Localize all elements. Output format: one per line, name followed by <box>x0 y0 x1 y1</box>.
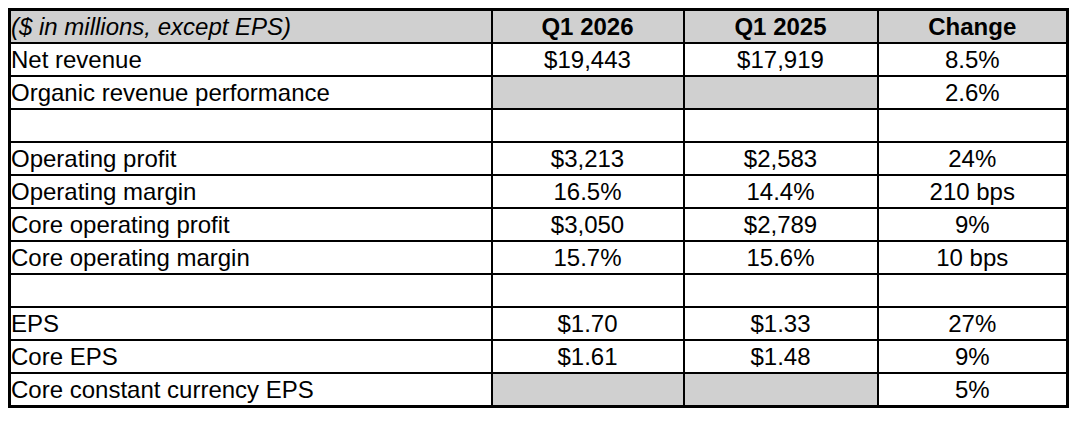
row-label-cell: Operating profit <box>10 142 492 175</box>
row-label-cell <box>10 274 492 307</box>
table-row: Net revenue$19,443$17,9198.5% <box>10 43 1068 76</box>
value-cell-q1-2026 <box>492 274 684 307</box>
value-cell-q1-2025: $2,789 <box>684 208 878 241</box>
header-col-q1-2026: Q1 2026 <box>492 10 684 44</box>
value-cell-change <box>878 274 1068 307</box>
table-row: Core constant currency EPS 5% <box>10 373 1068 407</box>
value-cell-change: 5% <box>878 373 1068 407</box>
table-row: Core EPS$1.61$1.489% <box>10 340 1068 373</box>
value-cell-change: 2.6% <box>878 76 1068 109</box>
row-label-cell: Organic revenue performance <box>10 76 492 109</box>
value-cell-change <box>878 109 1068 142</box>
value-cell-q1-2025: 15.6% <box>684 241 878 274</box>
financial-summary-table: ($ in millions, except EPS) Q1 2026 Q1 2… <box>8 8 1069 408</box>
value-cell-change: 8.5% <box>878 43 1068 76</box>
value-cell-q1-2026: $1.70 <box>492 307 684 340</box>
value-cell-change: 210 bps <box>878 175 1068 208</box>
row-label-cell: Core operating profit <box>10 208 492 241</box>
value-cell-change: 24% <box>878 142 1068 175</box>
value-cell-q1-2026: 15.7% <box>492 241 684 274</box>
row-label-cell: Core operating margin <box>10 241 492 274</box>
value-cell-q1-2025: $1.33 <box>684 307 878 340</box>
document-page: ($ in millions, except EPS) Q1 2026 Q1 2… <box>0 0 1080 408</box>
header-col-q1-2025: Q1 2025 <box>684 10 878 44</box>
header-note-label: ($ in millions, except EPS) <box>10 10 492 44</box>
value-cell-q1-2026: $3,050 <box>492 208 684 241</box>
row-label-cell: Operating margin <box>10 175 492 208</box>
row-label-cell <box>10 109 492 142</box>
spacer-row <box>10 274 1068 307</box>
table-row: Operating margin16.5%14.4%210 bps <box>10 175 1068 208</box>
value-cell-q1-2026 <box>492 373 684 407</box>
table-row: EPS$1.70$1.3327% <box>10 307 1068 340</box>
value-cell-q1-2025: $1.48 <box>684 340 878 373</box>
table-body: Net revenue$19,443$17,9198.5%Organic rev… <box>10 43 1068 407</box>
table-row: Operating profit$3,213$2,58324% <box>10 142 1068 175</box>
value-cell-q1-2025 <box>684 109 878 142</box>
spacer-row <box>10 109 1068 142</box>
row-label-cell: Core EPS <box>10 340 492 373</box>
value-cell-q1-2026: $3,213 <box>492 142 684 175</box>
value-cell-q1-2026: $1.61 <box>492 340 684 373</box>
value-cell-q1-2026 <box>492 76 684 109</box>
row-label-cell: Core constant currency EPS <box>10 373 492 407</box>
value-cell-change: 9% <box>878 340 1068 373</box>
table-row: Core operating profit$3,050$2,7899% <box>10 208 1068 241</box>
value-cell-change: 10 bps <box>878 241 1068 274</box>
value-cell-q1-2026: 16.5% <box>492 175 684 208</box>
row-label-cell: EPS <box>10 307 492 340</box>
value-cell-change: 9% <box>878 208 1068 241</box>
row-label-cell: Net revenue <box>10 43 492 76</box>
table-row: Organic revenue performance 2.6% <box>10 76 1068 109</box>
value-cell-q1-2025: $17,919 <box>684 43 878 76</box>
value-cell-q1-2025 <box>684 373 878 407</box>
table-header-row: ($ in millions, except EPS) Q1 2026 Q1 2… <box>10 10 1068 44</box>
value-cell-q1-2026 <box>492 109 684 142</box>
value-cell-q1-2025: 14.4% <box>684 175 878 208</box>
value-cell-q1-2026: $19,443 <box>492 43 684 76</box>
table-row: Core operating margin15.7%15.6%10 bps <box>10 241 1068 274</box>
value-cell-q1-2025: $2,583 <box>684 142 878 175</box>
value-cell-change: 27% <box>878 307 1068 340</box>
header-col-change: Change <box>878 10 1068 44</box>
value-cell-q1-2025 <box>684 274 878 307</box>
value-cell-q1-2025 <box>684 76 878 109</box>
